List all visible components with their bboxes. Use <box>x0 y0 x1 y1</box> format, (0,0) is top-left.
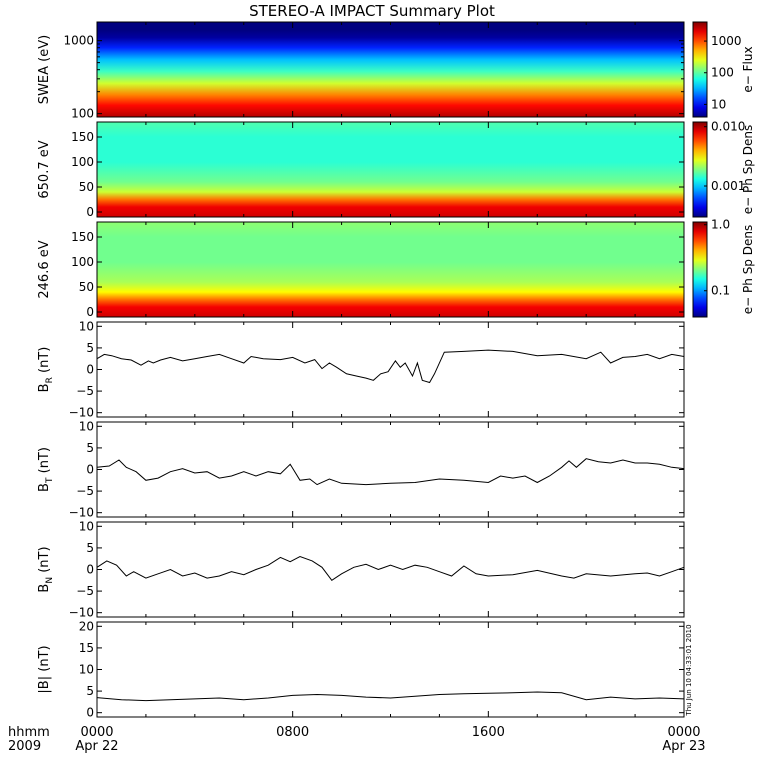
trace-line <box>96 691 685 702</box>
y-tick-label: 10 <box>79 519 94 533</box>
trace-line <box>96 458 685 486</box>
panel-frame <box>96 621 685 718</box>
y-tick-label: −10 <box>69 406 94 420</box>
y-tick-label: 100 <box>71 255 94 269</box>
y-tick-label: −10 <box>69 606 94 620</box>
colorbar <box>692 221 708 318</box>
y-tick-label: 50 <box>79 280 94 294</box>
heatmap-image <box>97 122 684 217</box>
time-tick-label: 0000 <box>80 725 113 740</box>
y-tick-label: 150 <box>71 130 94 144</box>
y-axis-label: SWEA (eV) <box>37 35 52 104</box>
colorbar-tick-label: 1000 <box>711 34 742 48</box>
timestamp-label: Thu Jun 10 04:33:01 2010 <box>685 624 693 716</box>
y-tick-label: 0 <box>86 205 94 219</box>
colorbar-tick-label: 0.010 <box>711 120 745 134</box>
panel-6: 10 5 0 −5 −10 BN (nT) <box>37 519 685 620</box>
time-tick-label: 0000 <box>667 725 700 740</box>
date-tick-label: Apr 22 <box>75 739 118 754</box>
panel-frame <box>96 321 685 418</box>
colorbar <box>692 21 708 118</box>
colorbar-tick-label: 0.001 <box>711 179 745 193</box>
y-tick-label: 0 <box>86 463 94 477</box>
y-tick-label: −5 <box>76 484 94 498</box>
panel-5: 10 5 0 −5 −10 BT (nT) <box>37 419 685 520</box>
y-axis-label: |B| (nT) <box>37 645 52 693</box>
y-tick-label: 10 <box>79 419 94 433</box>
time-tick-label: 0800 <box>276 725 309 740</box>
colorbar-tick-label: 100 <box>711 66 734 80</box>
y-tick-label: 0 <box>86 563 94 577</box>
y-tick-label: 10 <box>79 319 94 333</box>
date-tick-label: Apr 23 <box>662 739 705 754</box>
trace-line <box>96 349 685 384</box>
y-tick-label: 5 <box>86 684 94 698</box>
y-tick-label: 15 <box>79 641 94 655</box>
y-tick-label: 100 <box>71 107 94 121</box>
y-tick-label: 5 <box>86 541 94 555</box>
time-axis-label-bottom: 2009 <box>8 739 41 754</box>
y-tick-label: 20 <box>79 619 94 633</box>
y-tick-label: 0 <box>86 363 94 377</box>
trace-line <box>96 555 685 581</box>
y-tick-label: 100 <box>71 155 94 169</box>
y-tick-label: 150 <box>71 230 94 244</box>
y-tick-label: 50 <box>79 180 94 194</box>
y-axis-label: BR (nT) <box>37 347 55 393</box>
time-tick-label: 1600 <box>472 725 505 740</box>
colorbar-label: e− Ph Sp Dens <box>741 225 755 314</box>
panel-3: 0.1 1.0 e− Ph Sp Dens 0 50 100 150 246.6 eV <box>37 218 755 319</box>
plot-title: STEREO-A IMPACT Summary Plot <box>249 2 495 20</box>
y-axis-label: BT (nT) <box>37 447 55 492</box>
heatmap-image <box>97 222 684 317</box>
heatmap-image <box>97 22 684 117</box>
panel-4: 10 5 0 −5 −10 BR (nT) <box>37 319 685 420</box>
colorbar-tick-label: 1.0 <box>711 218 730 232</box>
colorbar-tick-label: 10 <box>711 97 726 111</box>
y-tick-label: 5 <box>86 441 94 455</box>
y-tick-label: 5 <box>86 341 94 355</box>
y-axis-label: 650.7 eV <box>37 140 52 198</box>
y-tick-label: 10 <box>79 663 94 677</box>
colorbar <box>692 121 708 218</box>
colorbar-tick-label: 0.1 <box>711 284 730 298</box>
y-axis-label: 246.6 eV <box>37 240 52 298</box>
y-tick-label: −5 <box>76 384 94 398</box>
panel-7: 20 15 10 5 0 |B| (nT) <box>37 619 685 720</box>
y-tick-label: −10 <box>69 506 94 520</box>
y-tick-label: 0 <box>86 706 94 720</box>
y-tick-label: 1000 <box>63 34 94 48</box>
y-tick-label: −5 <box>76 584 94 598</box>
time-axis-label-top: hhmm <box>8 725 50 740</box>
y-tick-label: 0 <box>86 305 94 319</box>
colorbar-label: e− Ph Sp Dens <box>741 125 755 214</box>
y-axis-label: BN (nT) <box>37 546 55 592</box>
colorbar-label: e− Flux <box>741 46 755 92</box>
panel-frame <box>96 521 685 618</box>
